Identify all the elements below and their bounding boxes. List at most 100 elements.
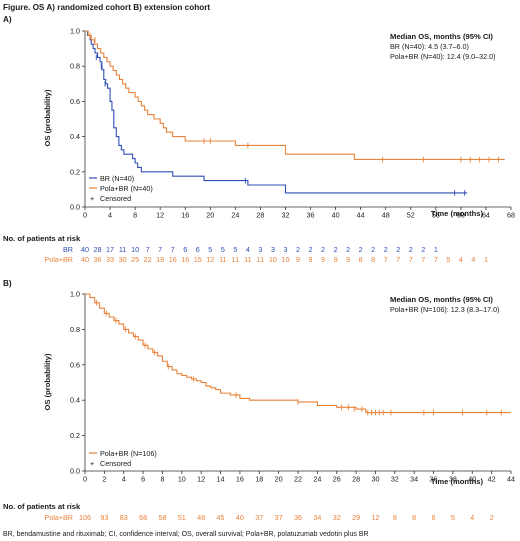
panel-b-label: B): [3, 279, 12, 288]
panel-a-risk-value: 4: [471, 255, 475, 264]
panel-b-x-tick-label: 28: [352, 475, 360, 484]
panel-a-risk-value: 3: [283, 245, 287, 254]
panel-a-risk-value: 4: [459, 255, 463, 264]
panel-b-x-tick-label: 38: [449, 475, 457, 484]
panel-b-risk-value: 32: [333, 513, 341, 522]
legend-br: BR (N=40): [100, 174, 134, 183]
panel-a-risk-value: 7: [396, 255, 400, 264]
panel-a-risk-value: 40: [81, 245, 89, 254]
panel-a-risk-value: 2: [321, 245, 325, 254]
panel-a-risk-value: 5: [233, 245, 237, 254]
panel-b-chart: B) OS (probability) Time (months) Median…: [3, 279, 515, 522]
panel-a-x-tick-label: 56: [432, 211, 440, 220]
panel-a-risk-value: 4: [246, 245, 250, 254]
panel-b-x-tick-label: 20: [275, 475, 283, 484]
panel-a-risk-value: 2: [359, 245, 363, 254]
panel-b-risk-value: 37: [275, 513, 283, 522]
panel-a-series-br-line: [85, 30, 468, 194]
panel-a-risk-row-label: BR: [63, 245, 73, 254]
panel-a-risk-value: 22: [144, 255, 152, 264]
panel-a-risk-value: 40: [81, 255, 89, 264]
panel-a-risk-value: 7: [158, 245, 162, 254]
panel-a-y-tick-label: 0.2: [70, 167, 80, 176]
panel-a-x-tick-label: 32: [281, 211, 289, 220]
panel-b-x-tick-label: 34: [410, 475, 418, 484]
panel-a-risk-value: 11: [219, 255, 226, 264]
legend-censored-symbol: +: [90, 194, 94, 203]
panel-b-x-tick-label: 30: [371, 475, 379, 484]
panel-b-risk-value: 37: [255, 513, 263, 522]
panel-a-risk-value: 9: [321, 255, 325, 264]
legend-b-polabr: Pola+BR (N=106): [100, 449, 157, 458]
panel-b-risk-value: 29: [352, 513, 360, 522]
panel-a-x-tick-label: 36: [307, 211, 315, 220]
panel-a-risk-value: 1: [434, 245, 438, 254]
panel-b-risk-value: 36: [294, 513, 302, 522]
legend-polabr: Pola+BR (N=40): [100, 184, 153, 193]
panel-b-x-tick-label: 16: [236, 475, 244, 484]
panel-b-x-tick-label: 0: [83, 475, 87, 484]
panel-a-label: A): [3, 15, 12, 24]
panel-a-risk-value: 8: [371, 255, 375, 264]
panel-a-risk-value: 7: [146, 245, 150, 254]
panel-a-risk-value: 1: [484, 255, 488, 264]
panel-a-y-tick-label: 1.0: [70, 27, 80, 36]
panel-b-x-tick-label: 4: [122, 475, 126, 484]
panel-a-risk-value: 25: [131, 255, 139, 264]
panel-a-risk-value: 6: [196, 245, 200, 254]
panel-b-x-tick-label: 12: [197, 475, 205, 484]
panel-a-x-tick-label: 12: [156, 211, 164, 220]
panel-b-x-tick-label: 22: [294, 475, 302, 484]
panel-a-x-tick-label: 64: [482, 211, 490, 220]
panel-a-x-axis-label: Time (months): [431, 209, 484, 218]
panel-a-risk-value: 2: [334, 245, 338, 254]
panel-a-risk-value: 16: [169, 255, 177, 264]
panel-a-risk-value: 10: [281, 255, 289, 264]
panel-a-risk-value: 2: [346, 245, 350, 254]
panel-b-x-tick-label: 10: [178, 475, 186, 484]
panel-a-x-tick-label: 52: [407, 211, 415, 220]
panel-b-risk-value: 93: [100, 513, 108, 522]
panel-b-risk-title: No. of patients at risk: [3, 502, 81, 511]
panel-a-risk-value: 5: [221, 245, 225, 254]
panel-b-risk-value: 83: [120, 513, 128, 522]
panel-a-risk-value: 8: [359, 255, 363, 264]
panel-a-risk-value: 33: [106, 255, 114, 264]
panel-b-y-axis-label: OS (probability): [43, 353, 52, 410]
panel-a-legend: BR (N=40) Pola+BR (N=40) + Censored: [89, 174, 153, 203]
panel-a-chart: A) OS (probability) Time (months) Median…: [3, 15, 515, 264]
panel-a-risk-value: 10: [269, 255, 277, 264]
figure-title: Figure. OS A) randomized cohort B) exten…: [3, 3, 210, 12]
panel-a-median-title: Median OS, months (95% CI): [390, 32, 493, 41]
panel-a-risk-value: 5: [446, 255, 450, 264]
panel-a-y-tick-label: 0.8: [70, 62, 80, 71]
panel-a-risk-value: 11: [232, 255, 239, 264]
panel-a-x-tick-label: 20: [206, 211, 214, 220]
panel-b-x-tick-label: 44: [507, 475, 515, 484]
footnote: BR, bendamustine and rituximab; CI, conf…: [3, 531, 369, 538]
panel-b-median-title: Median OS, months (95% CI): [390, 295, 493, 304]
panel-b-y-tick-label: 0.2: [70, 431, 80, 440]
panel-a-risk-value: 6: [183, 245, 187, 254]
panel-b-x-tick-label: 36: [430, 475, 438, 484]
panel-a-risk-value: 11: [257, 255, 264, 264]
panel-b-risk-value: 48: [197, 513, 205, 522]
panel-a-series-polabr-line: [85, 30, 505, 161]
panel-a-risk-value: 28: [94, 245, 102, 254]
panel-a-risk-value: 36: [94, 255, 102, 264]
panel-a-risk-value: 3: [258, 245, 262, 254]
panel-b-risk-value: 51: [178, 513, 186, 522]
panel-a-risk-value: 9: [296, 255, 300, 264]
panel-b-y-tick-label: 0.6: [70, 360, 80, 369]
panel-a-median-polabr: Pola+BR (N=40): 12.4 (9.0–32.0): [390, 52, 495, 61]
panel-b-x-tick-label: 40: [468, 475, 476, 484]
panel-a-risk-value: 19: [156, 255, 164, 264]
panel-a-risk-value: 2: [309, 245, 313, 254]
panel-a-risk-value: 30: [119, 255, 127, 264]
panel-b-series-polabr-line: [85, 293, 511, 414]
panel-b-x-tick-label: 14: [217, 475, 225, 484]
panel-a-y-tick-label: 0.0: [70, 203, 80, 212]
panel-a-risk-value: 2: [384, 245, 388, 254]
panel-b-x-tick-label: 24: [313, 475, 321, 484]
panel-b-risk-value: 34: [313, 513, 321, 522]
